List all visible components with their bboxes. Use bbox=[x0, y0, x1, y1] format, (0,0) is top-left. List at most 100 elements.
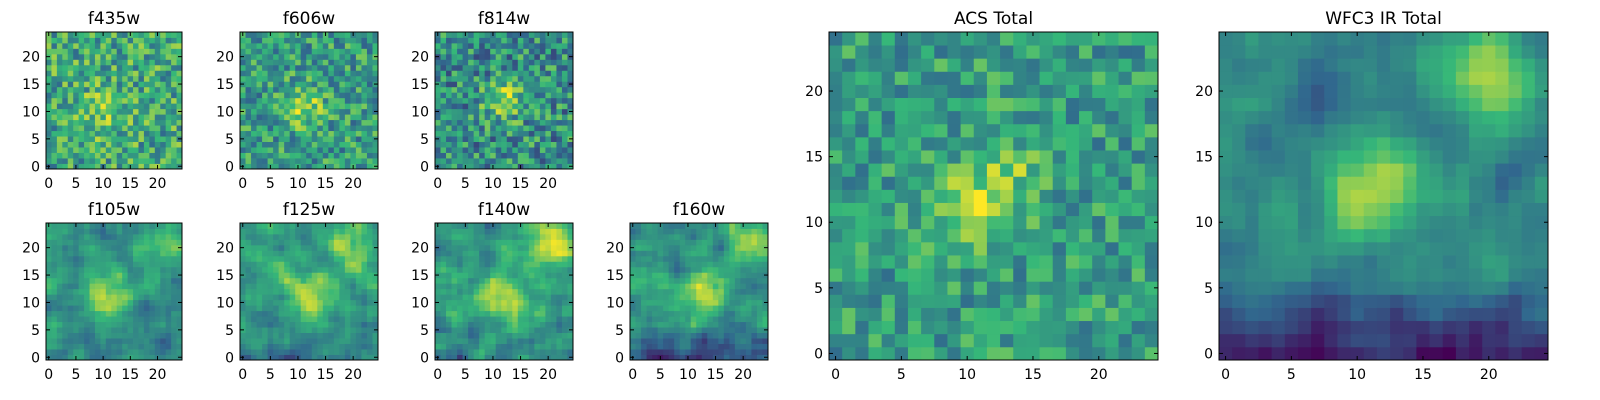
heatmap-cell bbox=[46, 305, 52, 312]
y-tick-label: 20 bbox=[216, 241, 234, 257]
heatmap-cell bbox=[133, 147, 139, 153]
heatmap-cell bbox=[556, 332, 563, 339]
heatmap-cell bbox=[539, 332, 546, 339]
heatmap-cell bbox=[149, 158, 156, 164]
heatmap-cell bbox=[100, 70, 107, 77]
heatmap-cell bbox=[468, 130, 475, 137]
heatmap-cell bbox=[479, 130, 486, 137]
heatmap-cell bbox=[366, 305, 373, 312]
heatmap-cell bbox=[256, 158, 263, 164]
heatmap-cell bbox=[256, 42, 263, 49]
heatmap-cell bbox=[490, 53, 497, 60]
heatmap-cell bbox=[534, 125, 541, 132]
heatmap-cell bbox=[133, 244, 139, 251]
heatmap-cell bbox=[934, 294, 948, 308]
heatmap-cell bbox=[171, 97, 177, 104]
heatmap-cell bbox=[267, 42, 274, 49]
heatmap-cell bbox=[512, 250, 519, 257]
heatmap-cell bbox=[165, 223, 172, 229]
heatmap-cell bbox=[262, 223, 268, 229]
heatmap-cell bbox=[756, 338, 763, 344]
heatmap-cell bbox=[51, 294, 58, 301]
heatmap-cell bbox=[762, 283, 769, 290]
heatmap-cell bbox=[490, 114, 497, 121]
heatmap-cell bbox=[127, 250, 134, 257]
heatmap-cell bbox=[306, 92, 313, 99]
heatmap-cell bbox=[495, 299, 502, 306]
heatmap-cell bbox=[46, 239, 52, 246]
heatmap-cell bbox=[372, 223, 379, 229]
heatmap-cell bbox=[306, 103, 313, 110]
heatmap-cell bbox=[67, 37, 74, 44]
heatmap-cell bbox=[842, 333, 856, 348]
heatmap-cell bbox=[289, 288, 296, 295]
heatmap-cell bbox=[333, 266, 340, 273]
heatmap-cell bbox=[105, 147, 112, 153]
heatmap-cell bbox=[138, 53, 145, 60]
heatmap-cell bbox=[462, 233, 469, 240]
heatmap-cell bbox=[446, 299, 452, 306]
panel-title: f814w bbox=[478, 9, 530, 29]
heatmap-cell bbox=[435, 294, 441, 301]
heatmap-cell bbox=[556, 92, 563, 99]
heatmap-cell bbox=[251, 343, 257, 350]
heatmap-cell bbox=[138, 97, 145, 104]
heatmap-cell bbox=[344, 299, 351, 306]
heatmap-cell bbox=[78, 141, 85, 148]
heatmap-cell bbox=[712, 233, 719, 240]
heatmap-cell bbox=[372, 266, 379, 273]
heatmap-cell bbox=[523, 147, 530, 153]
heatmap-cell bbox=[328, 239, 335, 246]
heatmap-cell bbox=[501, 316, 508, 323]
heatmap-cell bbox=[262, 53, 268, 60]
heatmap-cell bbox=[523, 223, 530, 229]
heatmap-cell bbox=[78, 32, 85, 38]
heatmap-cell bbox=[517, 349, 524, 355]
heatmap-cell bbox=[94, 125, 101, 132]
heatmap-cell bbox=[729, 354, 736, 361]
heatmap-cell bbox=[561, 147, 568, 153]
heatmap-cell bbox=[473, 53, 480, 60]
heatmap-cell bbox=[245, 321, 252, 328]
heatmap-cell bbox=[512, 294, 519, 301]
heatmap-cell bbox=[171, 332, 177, 339]
heatmap-cell bbox=[176, 305, 183, 312]
x-tick-label: 5 bbox=[266, 176, 275, 192]
heatmap-cell bbox=[679, 305, 686, 312]
heatmap-cell bbox=[479, 272, 486, 279]
heatmap-cell bbox=[451, 277, 458, 284]
heatmap-cell bbox=[668, 223, 675, 229]
heatmap-cell bbox=[1013, 307, 1027, 322]
heatmap-cell bbox=[171, 147, 177, 153]
heatmap-cell bbox=[679, 250, 686, 257]
heatmap-cell bbox=[663, 239, 670, 246]
heatmap-cell bbox=[696, 294, 703, 301]
heatmap-cell bbox=[451, 261, 458, 268]
heatmap-cell bbox=[256, 321, 263, 328]
heatmap-cell bbox=[734, 310, 741, 317]
heatmap-cell bbox=[1065, 202, 1080, 217]
heatmap-cell bbox=[94, 86, 101, 93]
heatmap-cell bbox=[545, 261, 552, 268]
heatmap-cell bbox=[567, 59, 574, 66]
heatmap-cell bbox=[539, 228, 546, 235]
heatmap-cell bbox=[556, 108, 563, 115]
heatmap-cell bbox=[973, 307, 988, 322]
heatmap-cell bbox=[100, 255, 107, 262]
heatmap-cell bbox=[1052, 320, 1067, 335]
heatmap-cell bbox=[567, 332, 574, 339]
heatmap-cell bbox=[550, 223, 557, 229]
heatmap-cell bbox=[556, 244, 563, 251]
heatmap-cell bbox=[751, 299, 758, 306]
heatmap-cell bbox=[440, 86, 447, 93]
heatmap-cell bbox=[62, 223, 69, 229]
heatmap-cell bbox=[133, 114, 139, 121]
heatmap-cell bbox=[366, 343, 373, 350]
heatmap-cell bbox=[545, 86, 552, 93]
heatmap-cell bbox=[446, 64, 452, 71]
heatmap-cell bbox=[679, 349, 686, 355]
heatmap-cell bbox=[674, 223, 681, 229]
heatmap-cell bbox=[311, 97, 318, 104]
heatmap-cell bbox=[317, 86, 324, 93]
heatmap-cell bbox=[517, 327, 524, 333]
